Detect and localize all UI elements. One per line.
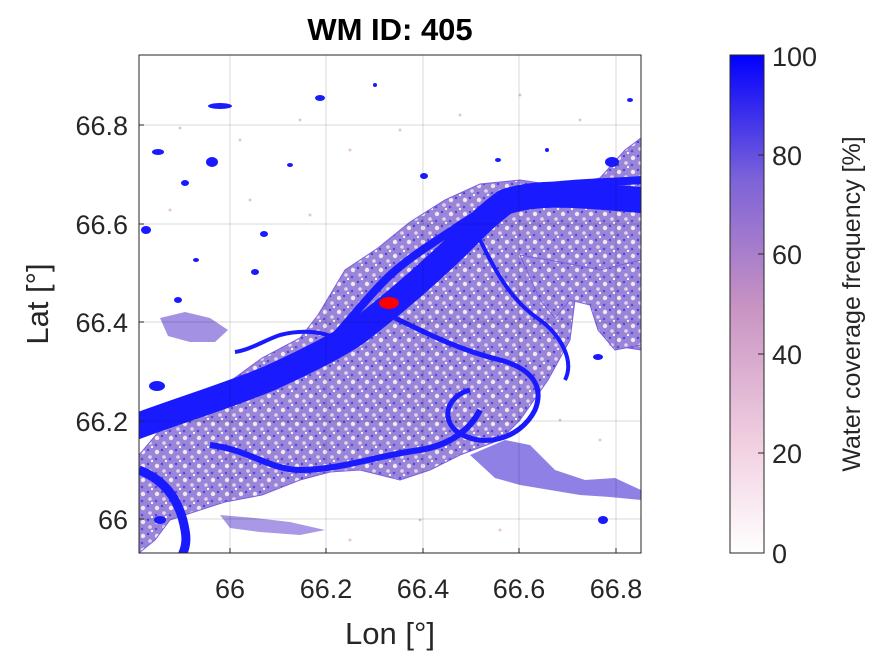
river-branch-southwest <box>209 408 483 474</box>
x-tick-label: 66 <box>215 574 245 604</box>
map-axes: 66 66.2 66.4 66.6 66.8 66 66.2 66.4 66.6… <box>20 54 642 651</box>
water-mark-location-marker <box>379 297 399 309</box>
chart-title: WM ID: 405 <box>307 12 472 47</box>
tick-marks <box>139 124 617 553</box>
x-tick-label: 66.8 <box>590 574 643 604</box>
colorbar-tick-label: 0 <box>772 539 787 569</box>
colorbar-tick-label: 20 <box>772 439 802 469</box>
colorbar-label: Water coverage frequency [%] <box>838 136 866 471</box>
x-axis-label: Lon [°] <box>345 616 435 651</box>
river-channel-north <box>327 176 641 345</box>
colorbar-gradient <box>729 54 765 554</box>
y-tick-label: 66.4 <box>75 308 128 338</box>
lakes <box>141 83 639 524</box>
river-branch-south <box>139 465 191 553</box>
y-tick-label: 66.8 <box>75 111 128 141</box>
y-tick-label: 66.2 <box>75 407 128 437</box>
river-branch-east <box>393 315 541 443</box>
floodplain-east <box>519 254 641 351</box>
map-frame <box>138 54 642 554</box>
colorbar-tick-marks <box>758 154 764 454</box>
y-tick-labels: 66 66.2 66.4 66.6 66.8 <box>75 111 128 535</box>
upland-speckle <box>168 93 602 542</box>
marsh-southeast <box>470 440 641 500</box>
y-tick-label: 66 <box>98 505 128 535</box>
gridlines <box>139 55 641 553</box>
colorbar: 0 20 40 60 80 100 Water coverage frequen… <box>729 42 866 569</box>
y-axis-label: Lat [°] <box>20 263 55 344</box>
x-tick-label: 66.4 <box>397 574 450 604</box>
colorbar-tick-label: 80 <box>772 141 802 171</box>
water-map <box>139 55 641 553</box>
y-tick-label: 66.6 <box>75 210 128 240</box>
river-branch-east2 <box>478 239 571 381</box>
river-branch-northwest <box>234 329 341 354</box>
colorbar-tick-label: 100 <box>772 42 817 72</box>
wetland-south <box>220 515 325 535</box>
x-tick-label: 66.2 <box>300 574 353 604</box>
colorbar-tick-label: 60 <box>772 240 802 270</box>
wetland-west <box>160 312 228 342</box>
x-tick-labels: 66 66.2 66.4 66.6 66.8 <box>215 574 642 604</box>
colorbar-tick-label: 40 <box>772 340 802 370</box>
x-tick-label: 66.6 <box>493 574 546 604</box>
